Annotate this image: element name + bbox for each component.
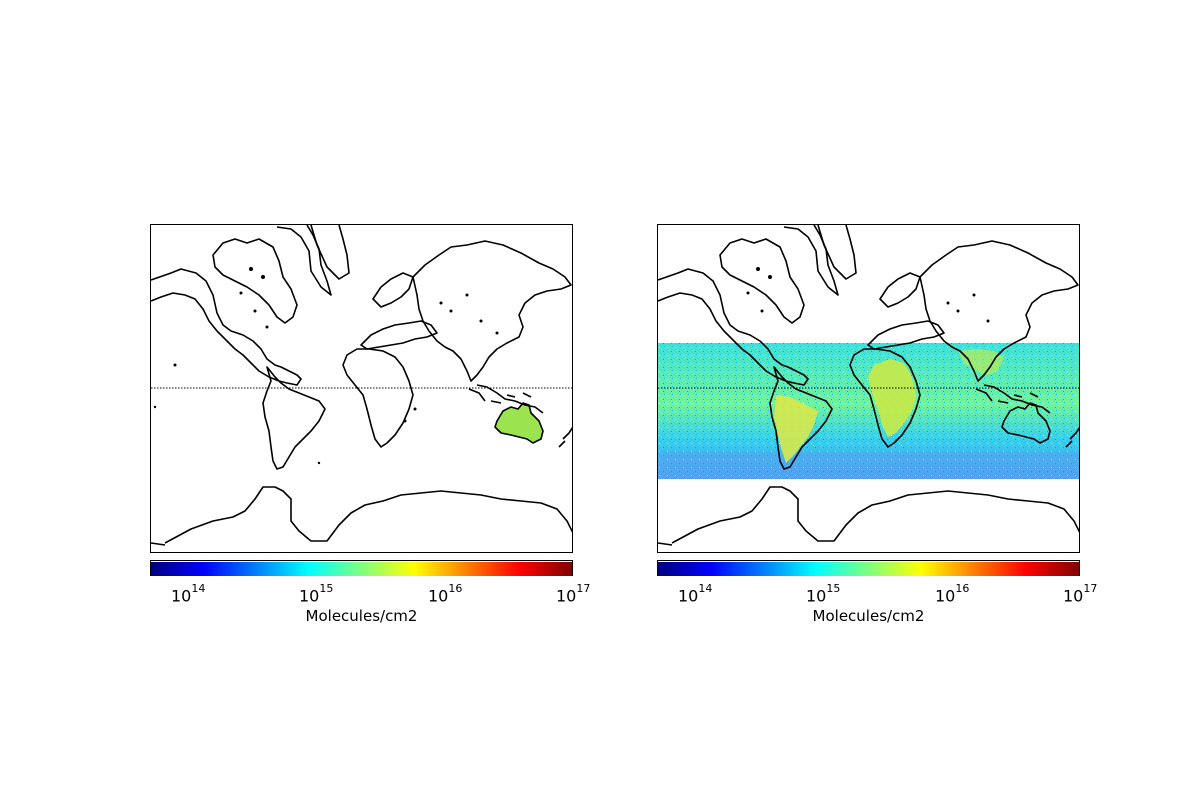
right-tick-1e16: 1016 bbox=[935, 582, 970, 606]
left-tick-1e14: 1014 bbox=[171, 582, 206, 606]
right-colorbar-gradient bbox=[658, 562, 1079, 576]
left-colorbar-gradient bbox=[151, 562, 572, 576]
right-colorbar-label: Molecules/cm2 bbox=[812, 607, 925, 625]
right-tick-1e14: 1014 bbox=[678, 582, 713, 606]
right-map bbox=[657, 224, 1080, 553]
left-colorbar bbox=[150, 560, 573, 576]
right-tick-1e15: 1015 bbox=[806, 582, 841, 606]
left-tick-1e15: 1015 bbox=[299, 582, 334, 606]
asia-highlight bbox=[958, 349, 1004, 375]
left-map-svg bbox=[151, 225, 572, 546]
left-tick-1e16: 1016 bbox=[428, 582, 463, 606]
band-blue-lower bbox=[658, 451, 1079, 479]
right-map-svg bbox=[658, 225, 1079, 546]
africa-highlight bbox=[868, 359, 916, 437]
lake-dots bbox=[153, 267, 499, 465]
coastlines-right bbox=[658, 225, 1079, 546]
left-colorbar-label: Molecules/cm2 bbox=[305, 607, 418, 625]
left-tick-1e17: 1017 bbox=[556, 582, 591, 606]
coastlines bbox=[151, 225, 572, 546]
left-map bbox=[150, 224, 573, 553]
right-tick-1e17: 1017 bbox=[1063, 582, 1098, 606]
south-america-highlight bbox=[774, 395, 818, 463]
lake-dots-right bbox=[746, 267, 990, 323]
right-colorbar bbox=[657, 560, 1080, 576]
retrieval-noise bbox=[658, 343, 1079, 479]
